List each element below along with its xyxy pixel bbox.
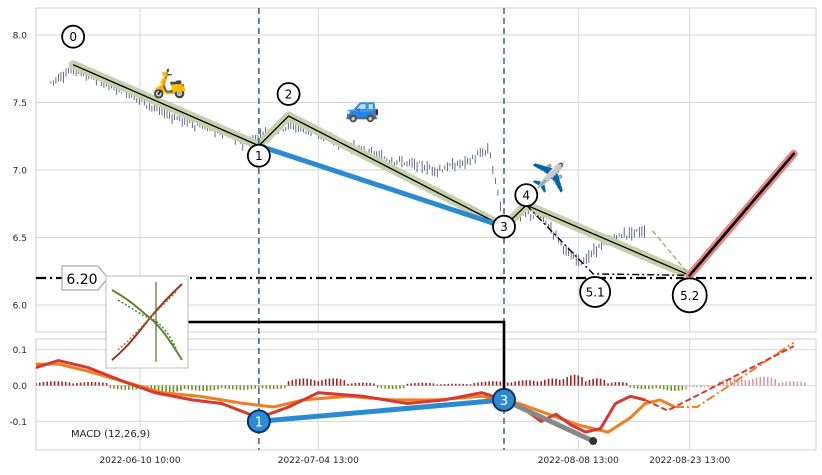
- wave-label-circle: [671, 277, 708, 314]
- macd-indicator-label: MACD (12,26,9): [71, 429, 150, 440]
- scooter-icon: 🛵: [152, 66, 187, 99]
- wave-label-2: 2: [276, 82, 301, 106]
- wave-label-text: 5.2: [680, 289, 699, 303]
- wave-label-text: 4: [522, 189, 530, 203]
- wave-label-circle: [246, 143, 271, 168]
- macd-y-tick-label: 0.0: [13, 382, 28, 392]
- wave-label-circle: [492, 214, 516, 239]
- wave-label-circle: [276, 82, 301, 106]
- wave-label-0: 0: [61, 24, 86, 49]
- x-tick-label: 2022-07-04 13:00: [278, 456, 359, 466]
- macd-line: [36, 358, 646, 434]
- chart-overlay: 🛵 🚙 ✈️ 0 1 2 3 4 5.1 5.2 6.20 1 3: [61, 8, 708, 450]
- wave-label-1: 1: [246, 143, 271, 168]
- macd-y-tick-labels: -0.1 0.0 0.1: [9, 346, 27, 428]
- macd-panel: -0.1 0.0 0.1: [9, 338, 817, 451]
- wave-label-3: 3: [492, 214, 516, 239]
- wave-label-text: 5.1: [586, 285, 605, 299]
- level-label-text: 6.20: [66, 272, 97, 288]
- macd-blue-segment: [258, 397, 505, 424]
- macd-wave-label-3: 3: [492, 387, 516, 412]
- macd-plot-area: [36, 341, 806, 444]
- price-y-tick-label: 6.0: [13, 302, 28, 312]
- x-tick-labels: 2022-06-10 10:00 2022-07-04 13:00 2022-08-…: [99, 456, 730, 466]
- price-y-tick-label: 7.0: [13, 167, 28, 177]
- wave-label-circle: [579, 276, 612, 308]
- macd-forecast-line: [644, 345, 795, 412]
- macd-y-tick-label: 0.1: [13, 346, 27, 356]
- price-y-tick-label: 7.5: [13, 99, 27, 109]
- level-label: 6.20: [61, 265, 109, 291]
- level-label-box: [61, 265, 109, 291]
- macd-wave-text: 1: [255, 415, 263, 430]
- wave-label-5-2: 5.2: [671, 277, 708, 314]
- wave-label-circle: [61, 24, 86, 49]
- wave-label-circle: [514, 183, 539, 208]
- wave-label-text: 0: [69, 30, 77, 44]
- wave-branch-dashed: [525, 204, 690, 276]
- macd-wave-text: 3: [500, 394, 508, 409]
- x-tick-label: 2022-06-10 10:00: [99, 456, 180, 466]
- pattern-thumbnail: [105, 275, 189, 369]
- price-blue-segment: [258, 143, 505, 230]
- connector-bracket: [186, 320, 506, 389]
- signal-forecast-line: [674, 341, 795, 408]
- wave-label-text: 3: [500, 220, 508, 234]
- wave-label-text: 2: [285, 88, 293, 102]
- price-y-tick-labels: 6.0 6.5 7.0 7.5 8.0: [13, 32, 28, 312]
- wave-tail-dashed: [652, 230, 691, 276]
- macd-y-tick-label: -0.1: [9, 418, 27, 428]
- x-tick-label: 2022-08-08 13:00: [538, 456, 619, 466]
- price-y-tick-label: 8.0: [13, 32, 28, 42]
- wave-line: [72, 64, 690, 276]
- macd-wave-label-1: 1: [246, 409, 271, 434]
- wave-label-4: 4: [514, 183, 539, 208]
- macd-wave-circle: [246, 409, 271, 434]
- wave-label-text: 1: [255, 149, 263, 163]
- price-y-tick-label: 6.5: [13, 234, 27, 244]
- x-tick-label: 2022-08-23 13:00: [649, 456, 730, 466]
- macd-gray-segment: [502, 397, 595, 444]
- macd-gray-end-dot: [589, 437, 598, 446]
- thumbnail-curve: [117, 291, 177, 351]
- forecast-line: [688, 152, 796, 277]
- car-icon: 🚙: [345, 91, 380, 124]
- airplane-icon: ✈️: [531, 160, 566, 194]
- wave-label-5-1: 5.1: [579, 276, 612, 308]
